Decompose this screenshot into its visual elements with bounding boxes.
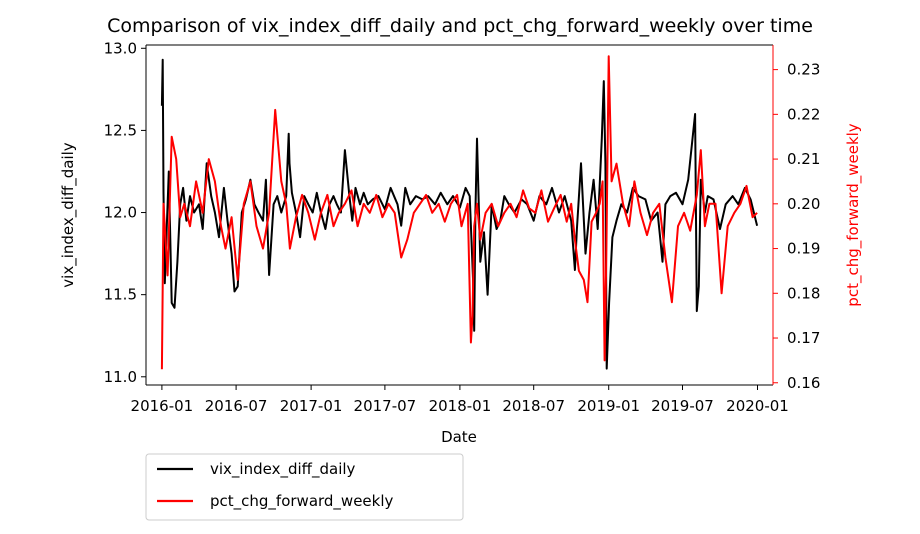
y-right-tick-label: 0.20 [787, 195, 820, 213]
series-group-left [160, 58, 759, 370]
y-left-tick-label: 12.0 [104, 204, 137, 222]
series-line-vix-index-diff-daily [160, 58, 759, 370]
x-tick-label: 2019-07 [651, 397, 714, 415]
y-left-tick-label: 12.5 [104, 121, 137, 139]
chart-title: Comparison of vix_index_diff_daily and p… [107, 15, 813, 37]
y-left-tick-label: 13.0 [104, 39, 137, 57]
x-tick-label: 2018-07 [502, 397, 565, 415]
x-axis-ticks: 2016-01 2016-07 2017-01 2017-07 2018-01 2018-… [131, 385, 789, 415]
y-right-tick-label: 0.16 [787, 374, 820, 392]
legend: vix_index_diff_daily pct_chg_forward_wee… [145, 453, 464, 521]
x-tick-label: 2020-01 [726, 397, 789, 415]
x-tick-label: 2019-01 [577, 397, 640, 415]
y-right-axis-ticks: 0.16 0.17 0.18 0.19 0.20 0.21 0.22 0.23 [773, 61, 820, 392]
y-left-axis-ticks: 11.0 11.5 12.0 12.5 13.0 [104, 39, 146, 386]
x-tick-label: 2018-01 [429, 397, 492, 415]
legend-box [145, 453, 464, 521]
y-right-tick-label: 0.21 [787, 150, 820, 168]
x-tick-label: 2016-01 [131, 397, 194, 415]
y-right-tick-label: 0.22 [787, 105, 820, 123]
y-left-axis-label: vix_index_diff_daily [59, 142, 78, 288]
y-left-tick-label: 11.0 [104, 368, 137, 386]
series-group-right [160, 55, 758, 370]
y-right-tick-label: 0.17 [787, 329, 820, 347]
y-right-tick-label: 0.19 [787, 240, 820, 258]
x-axis-label: Date [441, 428, 477, 446]
series-line-pct-chg-forward-weekly [160, 55, 758, 370]
y-right-tick-label: 0.23 [787, 61, 820, 79]
legend-entry-right: pct_chg_forward_weekly [210, 492, 394, 511]
y-right-axis-label: pct_chg_forward_weekly [844, 123, 863, 307]
y-left-tick-label: 11.5 [104, 286, 137, 304]
legend-entry-left: vix_index_diff_daily [210, 460, 356, 479]
y-right-tick-label: 0.18 [787, 284, 820, 302]
x-tick-label: 2016-07 [205, 397, 268, 415]
x-tick-label: 2017-01 [280, 397, 343, 415]
x-tick-label: 2017-07 [354, 397, 417, 415]
